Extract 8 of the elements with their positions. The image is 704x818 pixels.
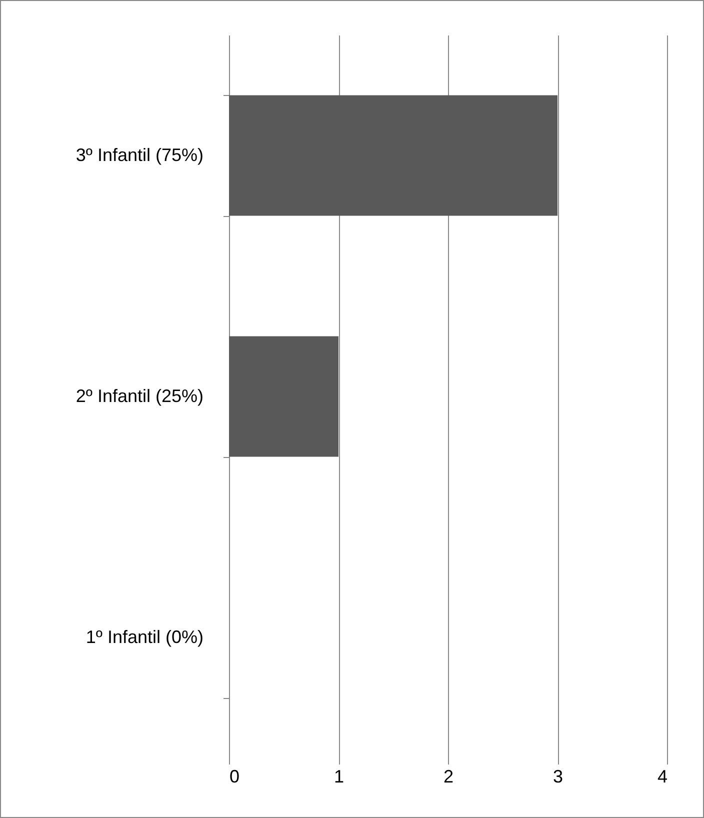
x-tick-label: 0 bbox=[230, 766, 240, 786]
y-tick-label: 3º Infantil (75%) bbox=[76, 145, 204, 165]
x-tick-label: 3 bbox=[552, 766, 564, 786]
y-tick-label: 1º Infantil (0%) bbox=[86, 627, 204, 647]
x-tick-label: 4 bbox=[657, 766, 668, 786]
y-tick-label: 2º Infantil (25%) bbox=[76, 386, 204, 406]
x-tick-label: 1 bbox=[334, 766, 344, 786]
x-tick-label: 2 bbox=[443, 766, 454, 786]
